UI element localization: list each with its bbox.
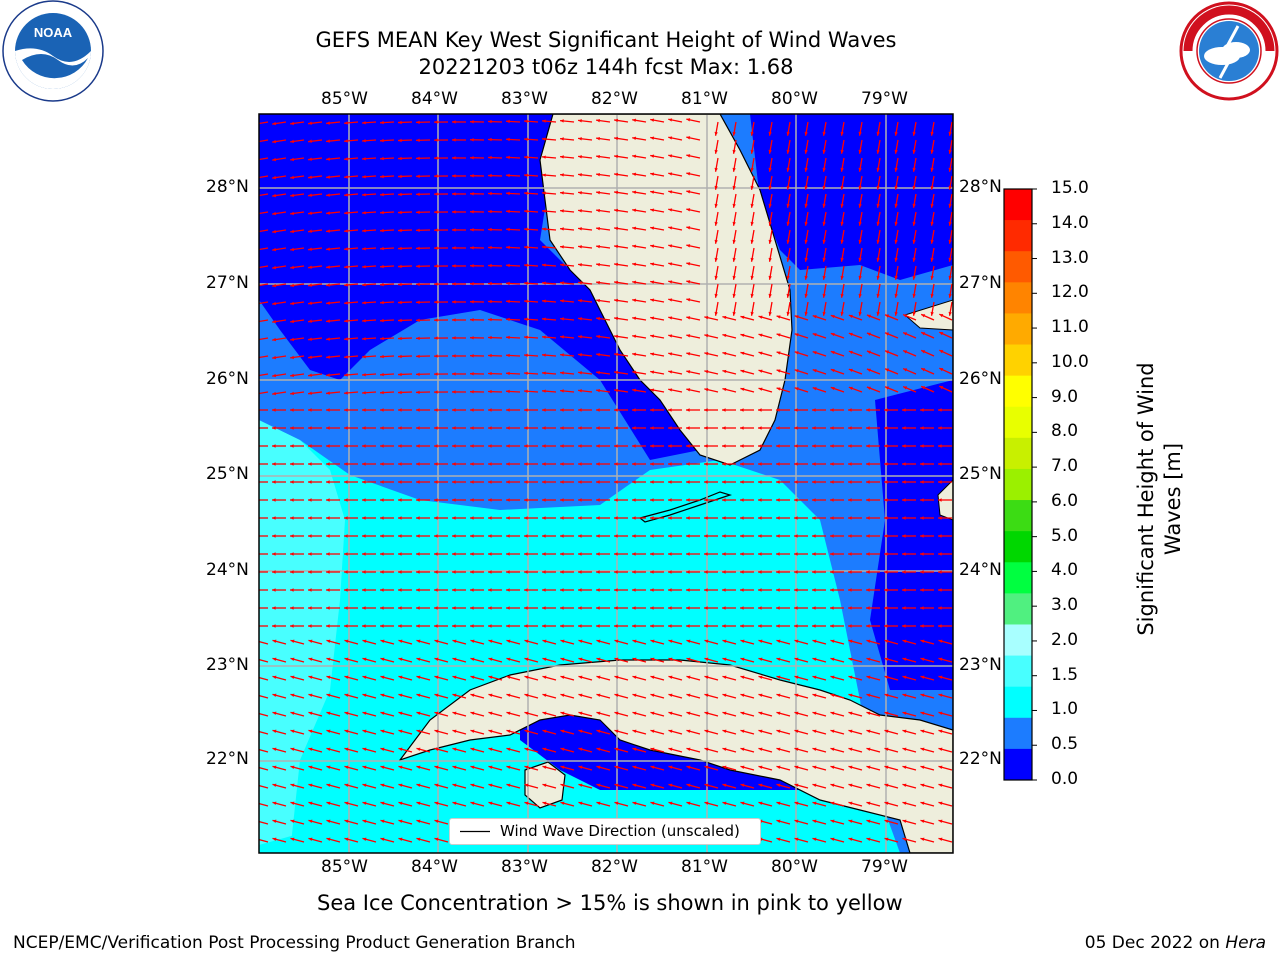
- colorbar-segment: [1004, 469, 1032, 501]
- colorbar-segment: [1004, 438, 1032, 470]
- colorbar-tick-label: 1.5: [1051, 665, 1078, 685]
- colorbar-tick-label: 0.5: [1051, 734, 1078, 754]
- colorbar-segment: [1004, 189, 1032, 221]
- colorbar-segment: [1004, 282, 1032, 314]
- lat-label-right: 25°N: [959, 464, 1002, 484]
- lon-label-bottom: 85°W: [321, 857, 368, 877]
- colorbar-tick-label: 2.0: [1051, 630, 1078, 650]
- colorbar-segment: [1004, 687, 1032, 719]
- colorbar-segment: [1004, 251, 1032, 283]
- colorbar-segment: [1004, 656, 1032, 688]
- colorbar-segment: [1004, 500, 1032, 532]
- lon-label-bottom: 83°W: [501, 857, 548, 877]
- footer-left: NCEP/EMC/Verification Post Processing Pr…: [13, 933, 576, 953]
- lon-label-top: 85°W: [321, 89, 368, 109]
- colorbar-tick-label: 10.0: [1051, 352, 1089, 372]
- lon-label-top: 83°W: [501, 89, 548, 109]
- legend-label: Wind Wave Direction (unscaled): [500, 822, 740, 840]
- footer-host: Hera: [1225, 933, 1266, 953]
- colorbar-tick-label: 1.0: [1051, 699, 1078, 719]
- lat-label-left: 23°N: [206, 655, 249, 675]
- lon-label-top: 80°W: [771, 89, 818, 109]
- colorbar-segment: [1004, 749, 1032, 781]
- lat-label-right: 24°N: [959, 560, 1002, 580]
- colorbar-tick-label: 7.0: [1051, 456, 1078, 476]
- lat-label-right: 27°N: [959, 273, 1002, 293]
- lat-label-right: 23°N: [959, 655, 1002, 675]
- colorbar-tick-label: 0.0: [1051, 769, 1078, 789]
- legend-line-icon: [456, 819, 496, 844]
- colorbar-tick-label: 4.0: [1051, 560, 1078, 580]
- lon-label-bottom: 81°W: [681, 857, 728, 877]
- colorbar-segment: [1004, 562, 1032, 594]
- lat-label-left: 28°N: [206, 177, 249, 197]
- lon-label-top: 81°W: [681, 89, 728, 109]
- lat-label-right: 26°N: [959, 369, 1002, 389]
- footer-date: 05 Dec 2022 on: [1085, 933, 1226, 953]
- colorbar-segment: [1004, 718, 1032, 750]
- colorbar-tick-label: 9.0: [1051, 387, 1078, 407]
- lon-label-top: 79°W: [861, 89, 908, 109]
- colorbar-segment: [1004, 531, 1032, 563]
- colorbar-tick-label: 6.0: [1051, 491, 1078, 511]
- colorbar-segment: [1004, 624, 1032, 656]
- lat-label-right: 28°N: [959, 177, 1002, 197]
- lon-label-bottom: 84°W: [411, 857, 458, 877]
- colorbar-tick-label: 11.0: [1051, 317, 1089, 337]
- lon-label-top: 82°W: [591, 89, 638, 109]
- colorbar-segment: [1004, 376, 1032, 408]
- lat-label-left: 24°N: [206, 560, 249, 580]
- colorbar-tick-label: 13.0: [1051, 248, 1089, 268]
- colorbar-tick-label: 8.0: [1051, 421, 1078, 441]
- colorbar-tick-label: 12.0: [1051, 282, 1089, 302]
- colorbar-tick-label: 5.0: [1051, 526, 1078, 546]
- footer-right: 05 Dec 2022 on Hera: [1085, 933, 1266, 953]
- colorbar-tick-label: 14.0: [1051, 213, 1089, 233]
- colorbar: [1004, 189, 1037, 781]
- lon-label-bottom: 82°W: [591, 857, 638, 877]
- sea-ice-note: Sea Ice Concentration > 15% is shown in …: [317, 891, 903, 915]
- colorbar-segment: [1004, 593, 1032, 625]
- lon-label-bottom: 80°W: [771, 857, 818, 877]
- colorbar-segment: [1004, 313, 1032, 345]
- map-plot-area: [259, 114, 953, 853]
- lat-label-left: 22°N: [206, 749, 249, 769]
- lat-label-left: 25°N: [206, 464, 249, 484]
- colorbar-segment: [1004, 345, 1032, 377]
- lon-label-top: 84°W: [411, 89, 458, 109]
- colorbar-segment: [1004, 220, 1032, 252]
- colorbar-tick-label: 3.0: [1051, 595, 1078, 615]
- lat-label-left: 26°N: [206, 369, 249, 389]
- lon-label-bottom: 79°W: [861, 857, 908, 877]
- colorbar-tick-label: 15.0: [1051, 178, 1089, 198]
- lat-label-right: 22°N: [959, 749, 1002, 769]
- colorbar-label: Significant Height of Wind Waves [m]: [1133, 349, 1187, 649]
- colorbar-segment: [1004, 407, 1032, 439]
- lat-label-left: 27°N: [206, 273, 249, 293]
- map-legend: Wind Wave Direction (unscaled): [449, 818, 761, 845]
